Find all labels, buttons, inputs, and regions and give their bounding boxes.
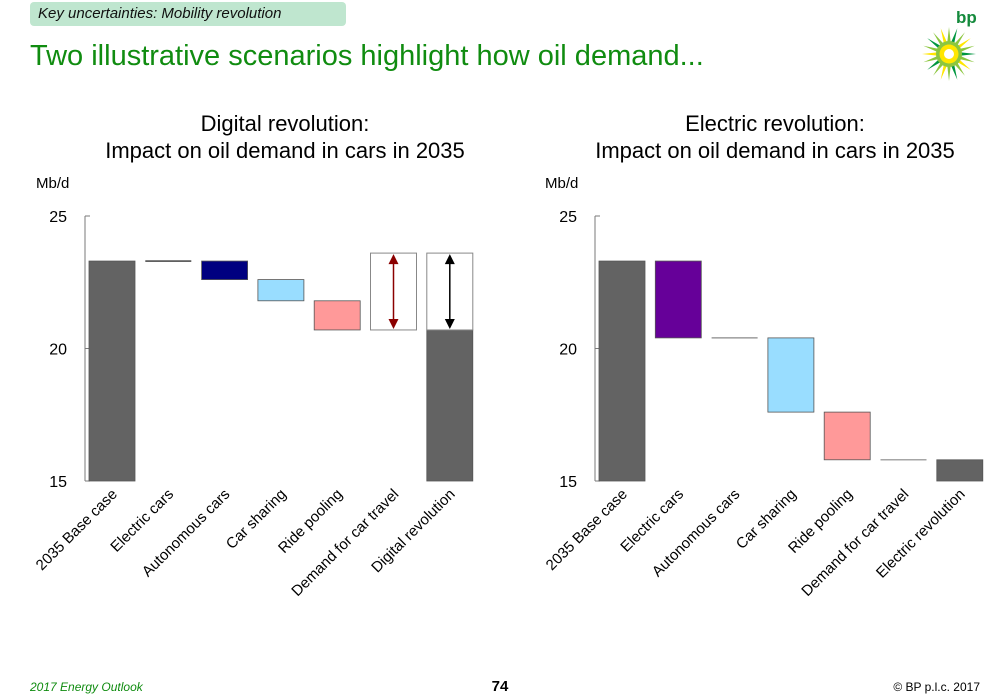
chart2-category-label: 2035 Base case xyxy=(543,486,631,574)
logo-petal xyxy=(940,63,948,80)
logo-petal xyxy=(950,63,958,80)
chart2-bar xyxy=(936,459,984,482)
logo-petal xyxy=(958,55,975,63)
chart1-category-label: 2035 Base case xyxy=(33,486,121,574)
logo-petal xyxy=(956,38,971,49)
footer-publication: 2017 Energy Outlook xyxy=(30,680,143,694)
logo-petal xyxy=(933,32,944,47)
footer-copyright: © BP p.l.c. 2017 xyxy=(893,680,980,694)
chart1-bar-range-arrow-head-up xyxy=(444,254,455,265)
chart1-y-tick-label: 20 xyxy=(49,342,67,359)
page-title: Two illustrative scenarios highlight how… xyxy=(30,40,704,72)
logo-petal xyxy=(947,64,951,81)
chart1-y-tick-label: 25 xyxy=(49,209,67,226)
bp-helios-logo-icon xyxy=(922,27,976,81)
logo-petal xyxy=(954,32,965,47)
chart1-bar xyxy=(257,279,305,302)
chart1-category-label: Demand for car travel xyxy=(288,486,402,600)
logo-petal xyxy=(923,55,940,63)
chart1-y-unit: Mb/d xyxy=(36,175,70,192)
chart2-y-tick-label: 25 xyxy=(559,209,577,226)
chart2-y-tick-label: 15 xyxy=(559,474,577,491)
chart1-y-tick-label: 15 xyxy=(49,474,67,491)
section-tag: Key uncertainties: Mobility revolution xyxy=(30,2,346,26)
chart2-y-tick-label: 20 xyxy=(559,342,577,359)
chart2-bar xyxy=(823,411,871,461)
logo-petal xyxy=(954,61,965,76)
page-number: 74 xyxy=(491,678,509,695)
chart1-title-line2: Impact on oil demand in cars in 2035 xyxy=(105,138,465,163)
bp-logo-text: bp xyxy=(956,8,977,27)
chart2-y-unit: Mb/d xyxy=(545,175,579,192)
chart1-bar-range-arrow-head-down xyxy=(388,318,399,329)
chart1-bar xyxy=(201,260,249,280)
chart1-bar-range-arrow-head-up xyxy=(388,254,399,265)
logo-petal xyxy=(933,61,944,76)
chart1-bar-range-arrow-head-down xyxy=(444,318,455,329)
chart2-bar xyxy=(767,337,815,413)
chart1-title-line1: Digital revolution: xyxy=(200,111,370,136)
chart2-title-line1: Electric revolution: xyxy=(685,111,865,136)
chart1-bar xyxy=(313,300,361,331)
chart2-bar xyxy=(598,260,646,482)
logo-petal xyxy=(922,52,939,56)
chart1-title: Digital revolution: Impact on oil demand… xyxy=(50,110,520,164)
chart2-title-line2: Impact on oil demand in cars in 2035 xyxy=(595,138,955,163)
chart2-category-label: Demand for car travel xyxy=(798,486,912,600)
logo-petal xyxy=(923,45,940,53)
logo-petal xyxy=(940,28,948,45)
chart1-bar xyxy=(88,260,136,482)
chart2-bar xyxy=(654,260,702,339)
logo-petal xyxy=(947,27,951,44)
chart2-title: Electric revolution: Impact on oil deman… xyxy=(540,110,995,164)
logo-petal xyxy=(927,59,942,70)
logo-petal xyxy=(927,38,942,49)
chart1-bar xyxy=(426,329,474,482)
logo-petal xyxy=(950,28,958,45)
logo-petal xyxy=(958,45,975,53)
logo-petal xyxy=(959,52,976,56)
logo-petal xyxy=(956,59,971,70)
